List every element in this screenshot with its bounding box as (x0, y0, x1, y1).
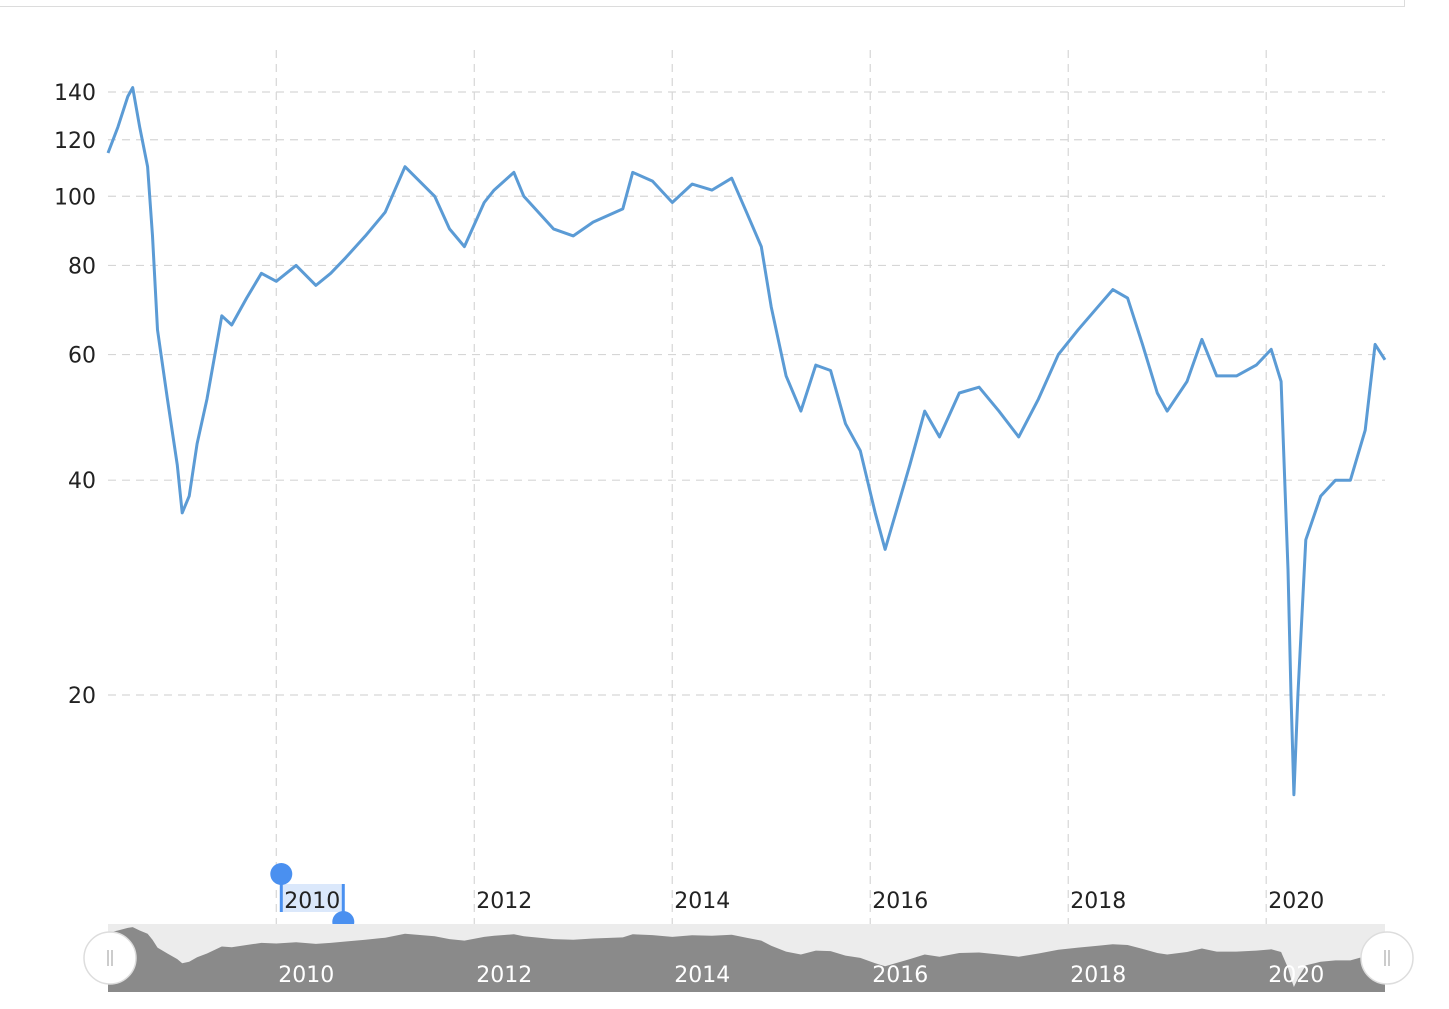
y-tick-label: 20 (68, 684, 96, 709)
navigator-left-handle[interactable] (83, 931, 137, 985)
navigator-area (108, 927, 1385, 992)
x-tick-label: 2020 (1268, 889, 1324, 914)
plot-area (106, 86, 1387, 797)
y-tick-label: 140 (54, 81, 96, 106)
navigator-right-handle-knob[interactable] (1360, 931, 1414, 985)
grid-lines (108, 50, 1385, 990)
navigator-tick-label: 2010 (278, 963, 334, 988)
navigator-tick-label: 2016 (872, 963, 928, 988)
y-tick-label: 80 (68, 254, 96, 279)
x-tick-label: 2014 (674, 889, 730, 914)
navigator[interactable]: 2010 2012 2014 2016 2018 2020 (83, 924, 1414, 992)
y-tick-label: 100 (54, 185, 96, 210)
y-axis: 20 40 60 80 100 120 140 (54, 81, 96, 709)
navigator-tick-label: 2014 (674, 963, 730, 988)
selection-start-handle[interactable] (270, 863, 293, 885)
navigator-tick-label: 2018 (1070, 963, 1126, 988)
range-selector[interactable]: 2010 (270, 863, 355, 933)
top-border (0, 0, 1405, 7)
navigator-tick-label: 2020 (1268, 963, 1324, 988)
x-tick-label: 2018 (1070, 889, 1126, 914)
y-tick-label: 40 (68, 469, 96, 494)
x-tick-label: 2016 (872, 889, 928, 914)
y-tick-label: 60 (68, 344, 96, 369)
y-tick-label: 120 (54, 129, 96, 154)
x-tick-label-selected: 2010 (284, 889, 340, 914)
navigator-right-handle[interactable] (1360, 931, 1414, 985)
navigator-tick-label: 2012 (476, 963, 532, 988)
x-tick-label: 2012 (476, 889, 532, 914)
navigator-left-handle-knob[interactable] (83, 931, 137, 985)
x-axis: 2012 2014 2016 2018 2020 (476, 889, 1324, 914)
selection-band[interactable] (281, 884, 344, 912)
price-series-line (106, 86, 1387, 797)
